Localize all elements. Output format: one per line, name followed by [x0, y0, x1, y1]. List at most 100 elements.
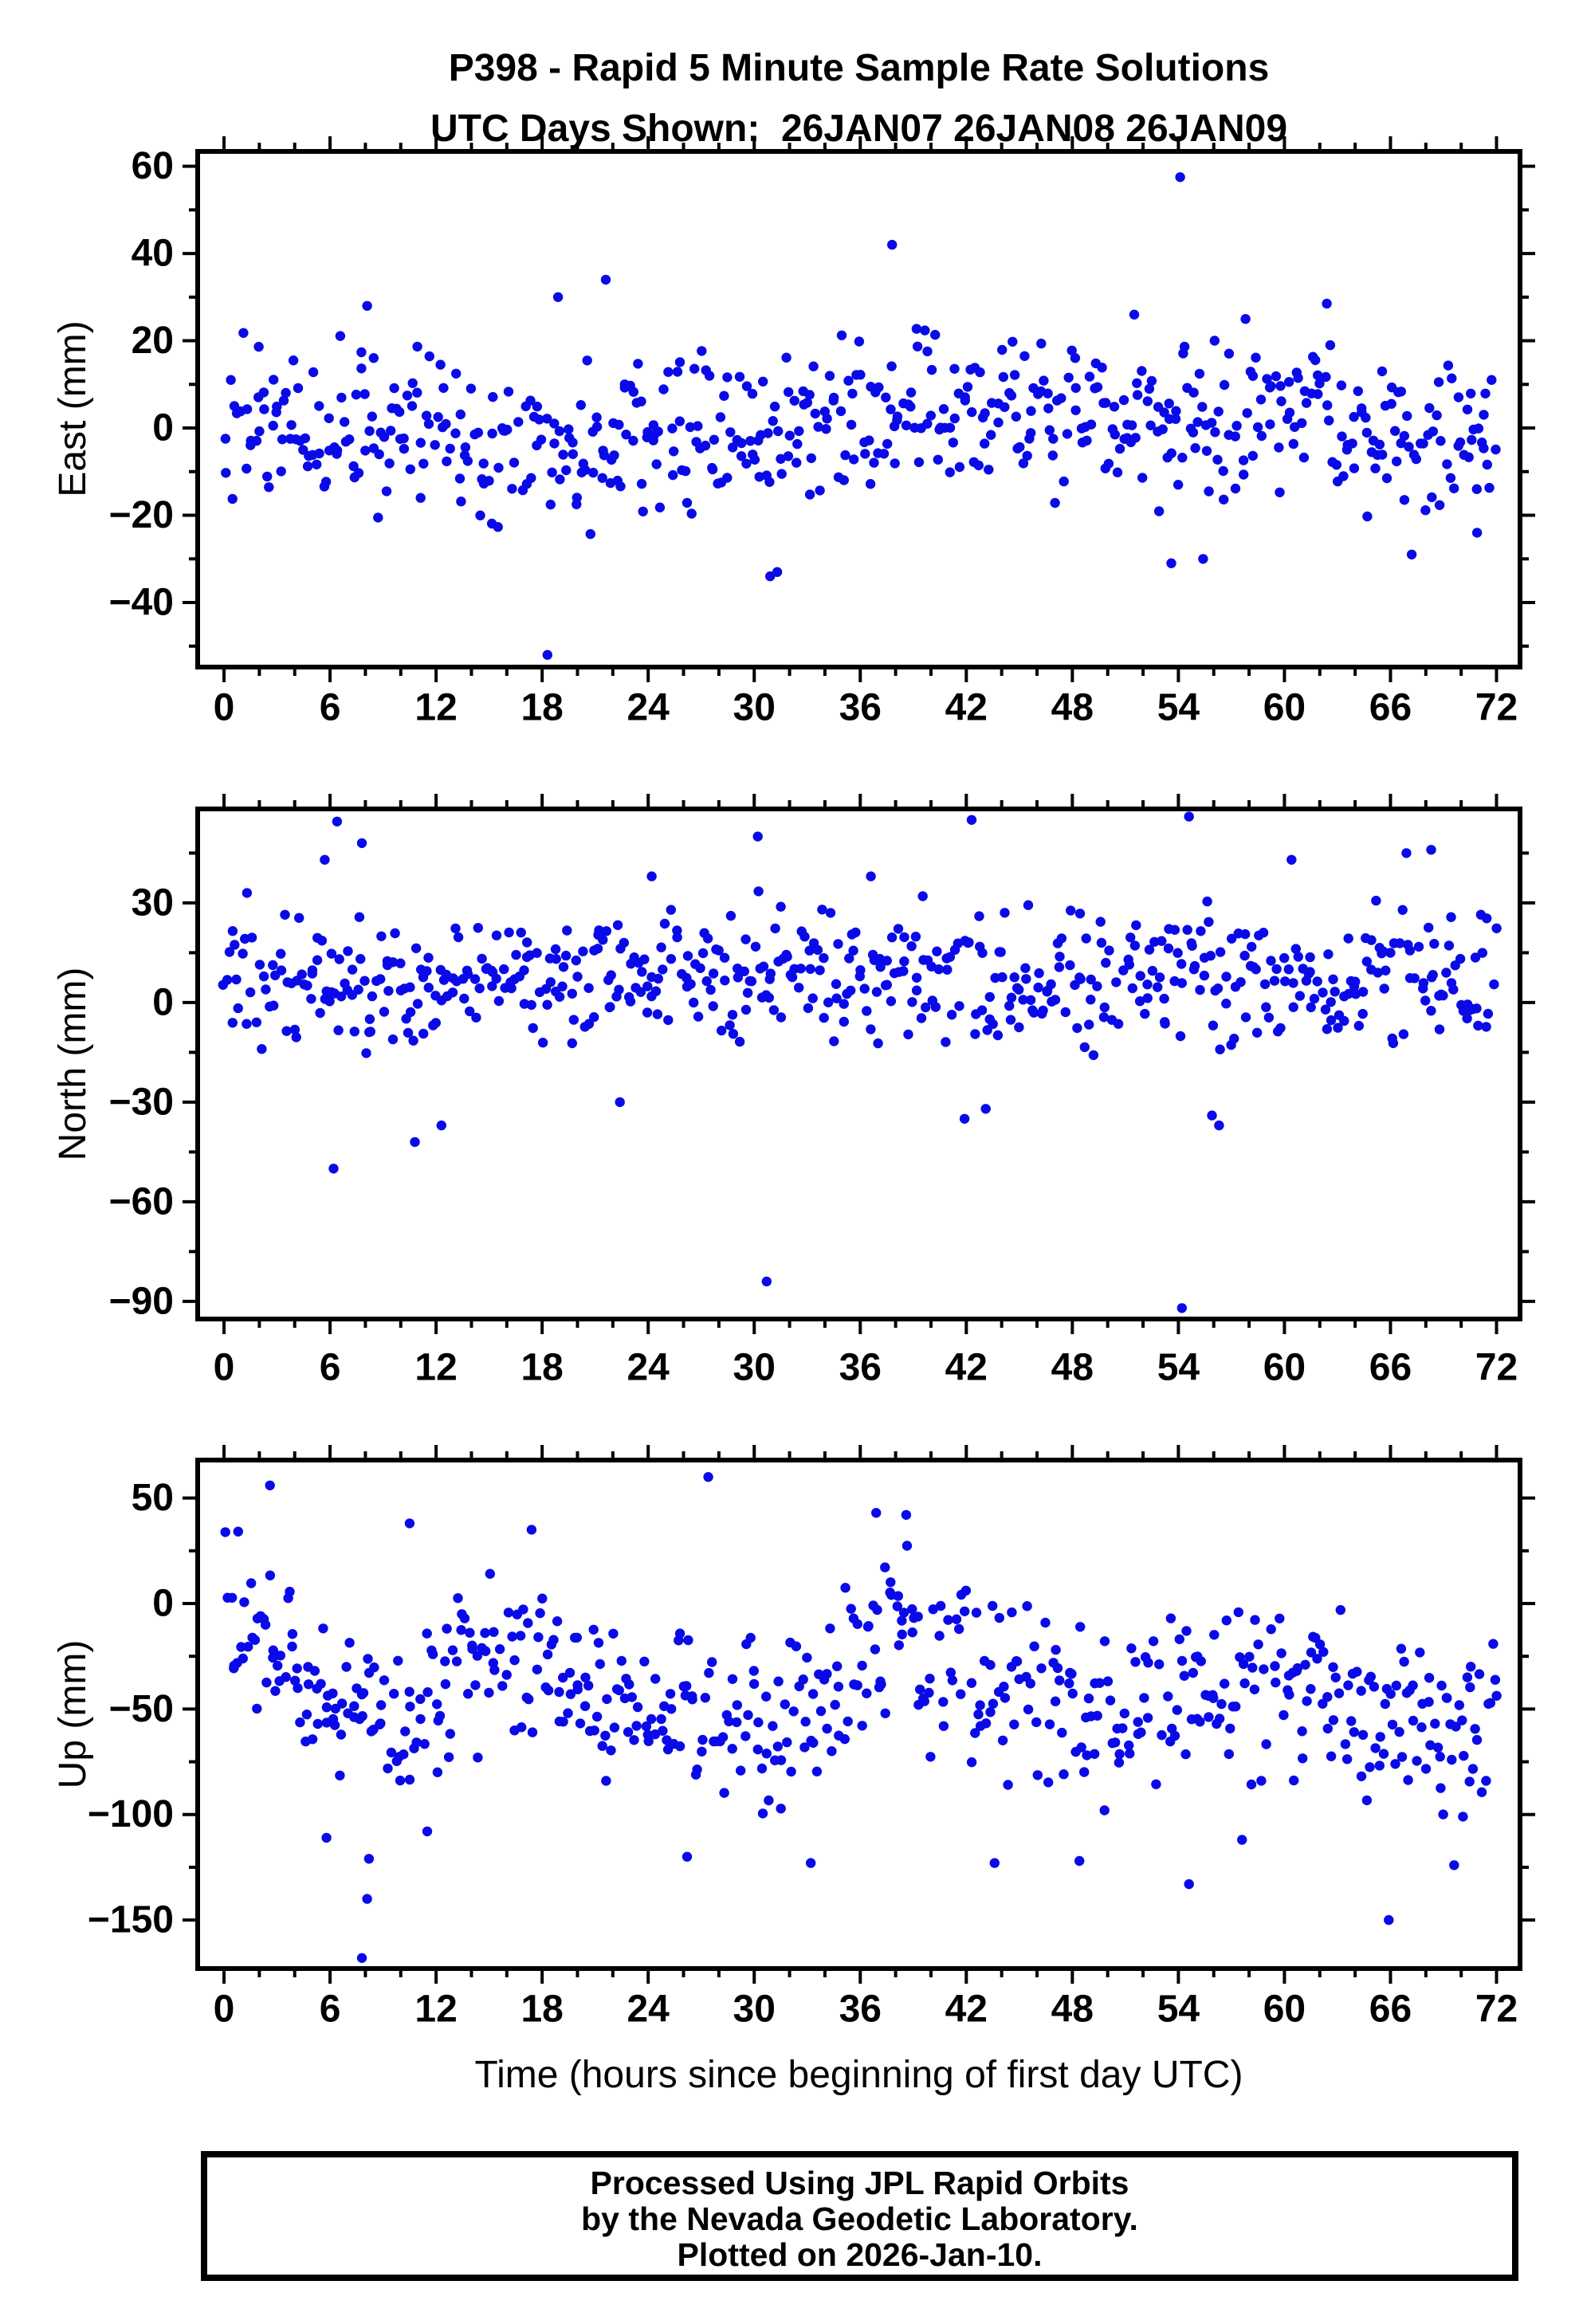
data-point: [907, 1604, 917, 1615]
data-point: [595, 1659, 605, 1670]
data-point: [1476, 1787, 1487, 1797]
data-point: [1271, 1677, 1281, 1688]
data-point: [1126, 1643, 1137, 1654]
data-point: [568, 1015, 579, 1025]
data-point: [1247, 941, 1257, 952]
data-point: [285, 1586, 295, 1597]
data-point: [334, 954, 344, 964]
data-point: [1320, 1004, 1331, 1015]
data-point: [257, 1044, 267, 1054]
data-point: [536, 434, 547, 445]
data-point: [412, 387, 422, 398]
data-point: [343, 946, 353, 956]
data-point: [1227, 933, 1237, 944]
data-point: [1137, 366, 1147, 376]
data-point: [1306, 1647, 1317, 1658]
data-point: [945, 1667, 956, 1678]
data-point: [924, 1687, 934, 1698]
data-point: [1096, 937, 1107, 948]
data-point: [960, 1585, 972, 1596]
data-point: [773, 426, 784, 437]
data-point: [221, 468, 231, 478]
data-point: [781, 352, 792, 363]
data-point: [1418, 438, 1428, 449]
data-point: [432, 1699, 442, 1710]
data-point: [615, 481, 626, 492]
data-point: [913, 457, 925, 468]
x-tick-label: 54: [1157, 1988, 1200, 2031]
data-point: [1448, 984, 1459, 995]
data-point: [1258, 928, 1269, 938]
data-point: [1022, 1601, 1032, 1611]
outlier-data-point: [321, 1832, 332, 1843]
data-point: [1225, 1723, 1235, 1733]
data-point: [956, 1689, 966, 1699]
data-point: [998, 371, 1009, 383]
data-point: [1424, 402, 1435, 414]
data-point: [625, 996, 636, 1007]
data-point: [363, 1654, 373, 1664]
x-tick-label: 72: [1475, 1347, 1518, 1389]
data-point: [813, 422, 823, 432]
data-point: [562, 925, 572, 936]
data-point: [1426, 1006, 1436, 1016]
data-point: [484, 476, 494, 486]
data-point: [445, 1729, 455, 1739]
data-point: [1173, 480, 1184, 490]
data-point: [575, 400, 586, 410]
x-tick-label: 24: [627, 1988, 670, 2031]
data-point: [1392, 456, 1402, 467]
y-axis-title-north: North (mm): [52, 967, 94, 1161]
data-point: [825, 1623, 835, 1634]
data-point: [387, 957, 399, 968]
outlier-data-point: [1322, 298, 1332, 309]
data-point: [1380, 1698, 1391, 1710]
data-point: [1196, 1656, 1207, 1666]
data-point: [1259, 979, 1271, 990]
data-point: [753, 886, 764, 897]
data-point: [459, 1613, 470, 1623]
data-point: [489, 1627, 499, 1637]
data-point: [1288, 978, 1298, 988]
data-point: [1322, 1692, 1333, 1702]
data-point: [1326, 1015, 1337, 1026]
data-point: [1436, 436, 1446, 446]
data-point: [1213, 406, 1224, 417]
data-point: [1063, 372, 1074, 383]
data-point: [722, 473, 733, 483]
data-point: [1003, 1780, 1013, 1790]
data-point: [776, 1755, 787, 1765]
data-point: [1050, 995, 1061, 1005]
data-point: [839, 999, 849, 1009]
outlier-data-point: [1184, 811, 1194, 822]
data-point: [704, 371, 715, 381]
data-point: [470, 1680, 481, 1690]
data-point: [666, 1704, 677, 1714]
data-point: [852, 1619, 863, 1629]
data-point: [1322, 1723, 1334, 1734]
data-point: [297, 969, 307, 979]
data-point: [324, 413, 334, 423]
data-point: [800, 1717, 811, 1727]
data-point: [1445, 473, 1456, 483]
data-point: [656, 942, 666, 952]
data-point: [638, 506, 648, 516]
x-tick-label: 42: [945, 1347, 988, 1389]
data-point: [697, 346, 707, 356]
data-point: [863, 1621, 874, 1631]
data-point: [1424, 922, 1434, 933]
data-point: [1259, 1664, 1269, 1674]
data-point: [1326, 1751, 1337, 1761]
data-point: [1275, 381, 1286, 391]
data-point: [551, 954, 561, 964]
data-point: [822, 1723, 832, 1734]
data-point: [609, 450, 619, 461]
data-point: [708, 968, 719, 979]
data-point: [364, 1014, 375, 1024]
data-point: [1018, 458, 1029, 469]
data-point: [946, 1010, 957, 1020]
data-point: [399, 443, 410, 454]
data-point: [1025, 995, 1036, 1006]
data-point: [524, 1694, 534, 1705]
data-point: [1453, 392, 1464, 402]
